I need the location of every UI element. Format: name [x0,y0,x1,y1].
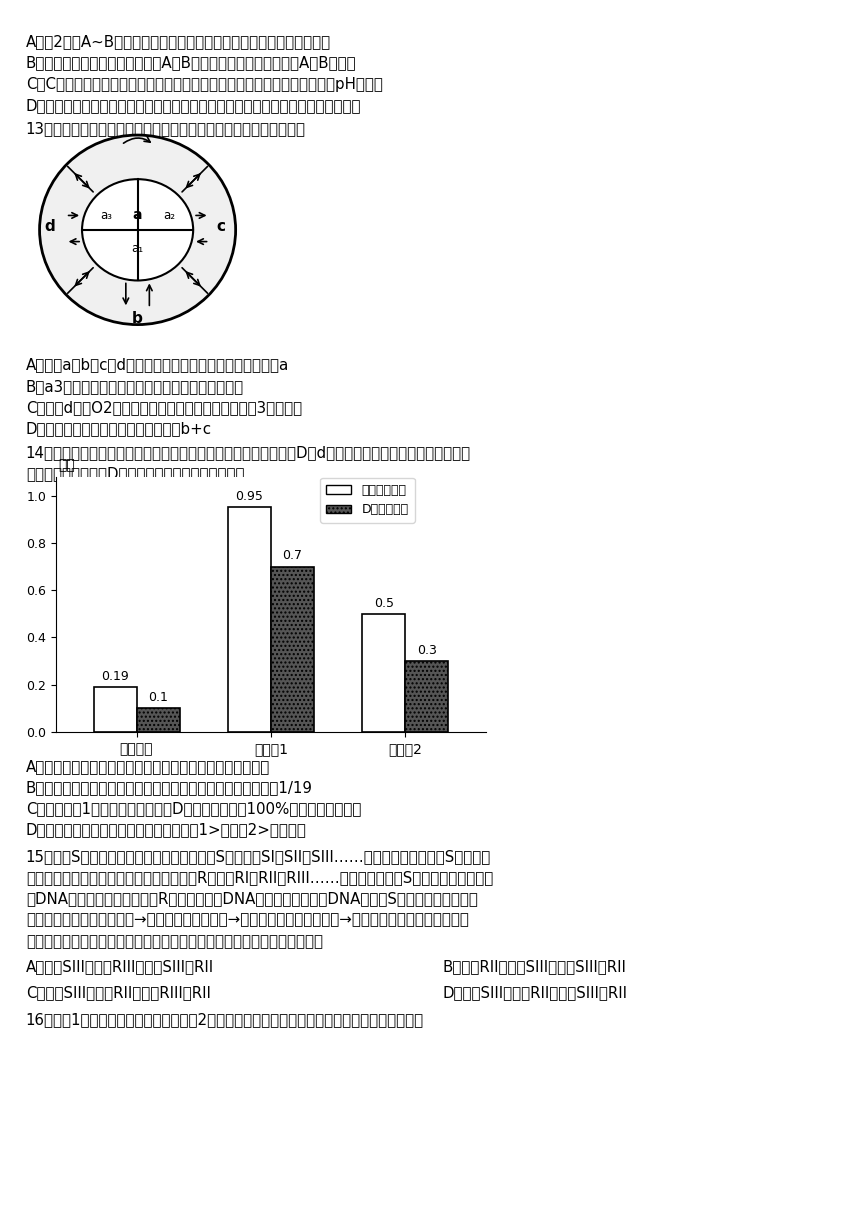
Text: 0.19: 0.19 [101,670,129,683]
Text: a: a [132,208,143,223]
Text: a₁: a₁ [132,242,144,254]
Text: 16．下图1表示普通小麦的进化过程，图2表示人工培育八倍体小黑麦的过程。下列叙述正确的是: 16．下图1表示普通小麦的进化过程，图2表示人工培育八倍体小黑麦的过程。下列叙述… [26,1012,424,1026]
Text: 源DNA进入细胞，不同类型的R型菌接受外源DNA后只能转化为转入DNA类型的S型菌。现将加热杀死: 源DNA进入细胞，不同类型的R型菌接受外源DNA后只能转化为转入DNA类型的S型… [26,891,477,906]
Text: 尺蛾的表型频率以及D的基因频率。下列叙述正确的是: 尺蛾的表型频率以及D的基因频率。下列叙述正确的是 [26,466,244,482]
Text: 0.7: 0.7 [282,550,303,562]
Text: 下列实验思路与结果预期，能说明细菌发生转化而未发生基因突变的一组是: 下列实验思路与结果预期，能说明细菌发生转化而未发生基因突变的一组是 [26,934,322,948]
Bar [94,687,137,732]
Text: B．a3是一定是红细胞，在人体内成熟后没有细胞核: B．a3是一定是红细胞，在人体内成熟后没有细胞核 [26,379,244,394]
Text: A．环境直接通过影响桦尺蛾个体的基因型进而影响种群数量: A．环境直接通过影响桦尺蛾个体的基因型进而影响种群数量 [26,759,270,773]
Text: 0.1: 0.1 [148,691,168,704]
Text: 0.95: 0.95 [236,490,263,503]
Text: A．图中a、b、c、d四种液体中，蛋白质总量最高的可能是a: A．图中a、b、c、d四种液体中，蛋白质总量最高的可能是a [26,358,289,372]
Text: b: b [132,310,143,326]
Text: A．图2曲线A~B中，瓶内有大量二氧化碳和水产生，导致瓶内气压增大: A．图2曲线A~B中，瓶内有大量二氧化碳和水产生，导致瓶内气压增大 [26,34,331,49]
Text: B．甲：RII，乙：SIII，丙：SIII、RII: B．甲：RII，乙：SIII，丙：SIII、RII [443,959,627,974]
Bar [228,507,271,732]
Text: 14．桦尺蛾的体色有黑色、灰色两种，黑色对灰色为显性，分别由D、d基因控制。如图为三个地区内黑色桦: 14．桦尺蛾的体色有黑色、灰色两种，黑色对灰色为显性，分别由D、d基因控制。如图… [26,445,471,460]
Ellipse shape [82,179,194,281]
Text: 频率: 频率 [58,458,76,472]
Text: 基因突变后失去荚膜，只能成为相应类型的R型菌（RI、RII、RIII……），反之也是。S型菌的荚膜能阻止外: 基因突变后失去荚膜，只能成为相应类型的R型菌（RI、RII、RIII……），反之… [26,871,493,885]
Legend: 黑色表型频率, D基因的频率: 黑色表型频率, D基因的频率 [320,478,415,523]
Text: 13．右图为人体体液中的物质相互交换的示意图。下列叙述错误的是: 13．右图为人体体液中的物质相互交换的示意图。下列叙述错误的是 [26,122,306,136]
Text: 15．根据S型肺炎链球菌荚膜多糖的差异，将S型菌分为SI、SII、SIII……等类型。不同类型的S型菌发生: 15．根据S型肺炎链球菌荚膜多糖的差异，将S型菌分为SI、SII、SIII……等… [26,849,491,863]
Ellipse shape [40,135,236,325]
Text: C．甲：SIII，乙：RII，丙：RIII、RII: C．甲：SIII，乙：RII，丙：RIII、RII [26,985,211,1000]
Bar [405,662,448,732]
Text: 的甲菌破碎后，获得提取物→对提取物进行酶处理→加入到乙菌培养基中培养→检测子代细菌（丙）的类型。: 的甲菌破碎后，获得提取物→对提取物进行酶处理→加入到乙菌培养基中培养→检测子代细… [26,912,469,928]
Text: a₃: a₃ [101,209,112,223]
Text: D．甲：SIII，乙：RII，丙：SIII、RII: D．甲：SIII，乙：RII，丙：SIII、RII [443,985,628,1000]
Text: C．C点后酵母菌种群数量下降的原因是乙醇含量过高、葡萄糖含量降低以及pH值下降: C．C点后酵母菌种群数量下降的原因是乙醇含量过高、葡萄糖含量降低以及pH值下降 [26,77,383,91]
Text: B．制作果酒的整个过程中，夹子A、B均关闭，制作果醋时，夹子A、B均打开: B．制作果酒的整个过程中，夹子A、B均关闭，制作果醋时，夹子A、B均打开 [26,55,356,71]
Text: c: c [217,219,226,233]
Text: C．液体d中的O2进入细胞参与需氧呼吸至少需要穿过3层生物膜: C．液体d中的O2进入细胞参与需氧呼吸至少需要穿过3层生物膜 [26,400,302,415]
Text: 0.3: 0.3 [417,643,437,657]
Text: D．筛选优良醋酸菌时以醋酸作为唯一碳源，以分解碳酸钙形成的透明圈大小为指标: D．筛选优良醋酸菌时以醋酸作为唯一碳源，以分解碳酸钙形成的透明圈大小为指标 [26,98,361,113]
Bar [362,614,405,732]
Text: C．若工业区1的污染继续加重，当D的基因频率升为100%后即产生新的物种: C．若工业区1的污染继续加重，当D的基因频率升为100%后即产生新的物种 [26,801,361,816]
Text: A．甲：SIII，乙：RIII，丙：SIII、RII: A．甲：SIII，乙：RIII，丙：SIII、RII [26,959,214,974]
Text: 0.5: 0.5 [374,597,394,609]
Bar [271,567,314,732]
Text: d: d [44,219,55,233]
Text: a₂: a₂ [163,209,175,223]
Text: D．三个区域黑色桦尺蛾数量比较：工业区1>工业区2>非工业区: D．三个区域黑色桦尺蛾数量比较：工业区1>工业区2>非工业区 [26,822,307,838]
Text: B．在非工业区中，表型为黑色的桦尺蛾中纯合子所占的比例为1/19: B．在非工业区中，表型为黑色的桦尺蛾中纯合子所占的比例为1/19 [26,781,313,795]
Bar [137,709,180,732]
Text: D．毛细淋巴管壁细胞生活的内环境是b+c: D．毛细淋巴管壁细胞生活的内环境是b+c [26,422,212,437]
